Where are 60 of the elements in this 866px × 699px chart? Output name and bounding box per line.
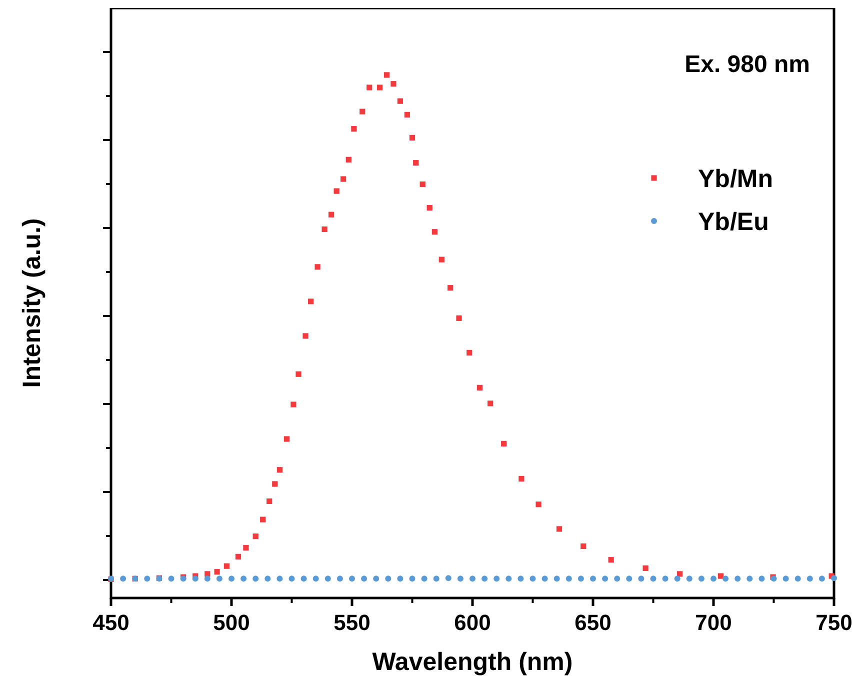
point: [284, 436, 290, 442]
point: [360, 108, 366, 114]
point: [314, 264, 320, 270]
point: [501, 440, 507, 446]
point: [260, 516, 266, 522]
legend-label: Yb/Mn: [698, 165, 773, 193]
point: [642, 565, 648, 571]
point: [488, 400, 494, 406]
legend-label: Yb/Eu: [698, 208, 769, 236]
point: [456, 315, 462, 321]
x-tick-label: 700: [695, 610, 732, 635]
point: [328, 212, 334, 218]
x-tick-label: 750: [816, 610, 852, 635]
annotation: Ex. 980 nm: [684, 51, 810, 78]
point: [334, 188, 340, 194]
x-tick-label: 650: [574, 610, 612, 635]
point: [608, 557, 614, 563]
point: [302, 333, 308, 339]
x-tick-label: 600: [454, 610, 491, 635]
point: [536, 502, 542, 508]
x-axis-title: Wavelength (nm): [372, 648, 573, 676]
point: [243, 544, 249, 551]
point: [235, 554, 242, 560]
point: [346, 156, 352, 162]
point: [296, 371, 302, 377]
point: [272, 481, 278, 487]
x-tick-label: 450: [92, 610, 130, 635]
point: [308, 298, 314, 304]
point: [276, 467, 282, 473]
point: [466, 350, 472, 356]
point: [438, 256, 444, 262]
point: [224, 563, 230, 569]
point: [322, 226, 328, 232]
point: [476, 384, 483, 391]
point: [420, 181, 426, 188]
point: [266, 498, 272, 504]
point: [366, 84, 372, 90]
point: [214, 569, 220, 575]
point: [518, 476, 524, 482]
point: [580, 543, 586, 550]
point: [252, 533, 258, 540]
point: [409, 134, 416, 141]
y-axis-title: Intensity (a.u.): [18, 218, 46, 388]
point: [426, 205, 432, 211]
point: [448, 285, 454, 291]
point: [404, 112, 410, 118]
point: [676, 571, 683, 577]
point: [413, 160, 419, 166]
point: [432, 229, 438, 235]
point: [397, 98, 403, 104]
point: [351, 126, 357, 132]
point: [718, 573, 724, 579]
point: [340, 176, 346, 182]
x-tick-label: 550: [334, 610, 370, 635]
x-tick-label: 500: [213, 610, 250, 635]
point: [384, 72, 390, 78]
point: [556, 526, 562, 532]
point: [376, 84, 383, 90]
point: [390, 81, 396, 87]
point: [290, 402, 296, 408]
